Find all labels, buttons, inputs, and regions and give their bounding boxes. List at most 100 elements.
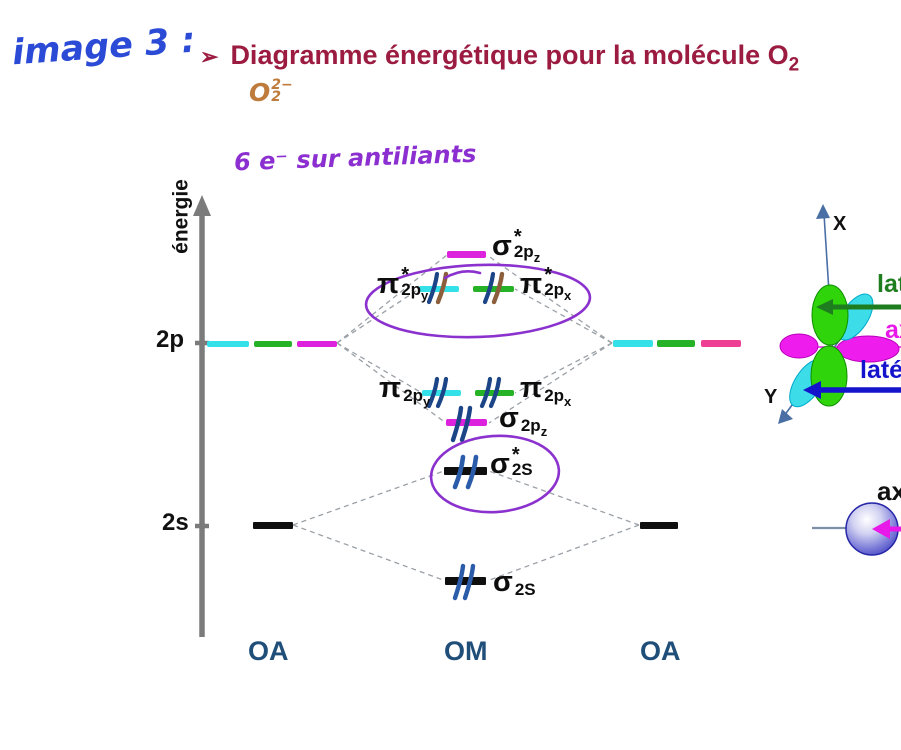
mo-subscript: 2S xyxy=(514,580,536,599)
correlation-line xyxy=(488,470,640,526)
electron-slash xyxy=(465,454,479,490)
correlation-line xyxy=(336,342,423,394)
mo-symbol: π xyxy=(379,372,402,404)
correlation-line xyxy=(336,342,447,424)
mo-subscript-group: 2py xyxy=(403,386,430,408)
correlation-line xyxy=(336,288,420,344)
mo-subscript: 2p xyxy=(544,280,565,299)
magenta-arrowhead xyxy=(872,519,890,539)
ao-2s-left-bar xyxy=(253,522,293,529)
antibonding-star: * xyxy=(544,264,552,286)
label-axial-sphere: ax xyxy=(877,476,901,506)
electron-slash xyxy=(435,376,449,409)
slide-title: ➢ Diagramme énergétique pour la molécule … xyxy=(200,40,800,76)
circle-overlap-stroke xyxy=(443,270,482,280)
label-axial: ax xyxy=(885,316,901,344)
column-label-om: OM xyxy=(444,636,488,666)
mo-sigma-2s-bar xyxy=(445,577,486,585)
mo-axis-subscript: x xyxy=(564,394,572,409)
antibonding-star: * xyxy=(513,226,522,248)
px-orbital-lobe xyxy=(810,345,848,407)
mo-label-pi-star-2py: π * 2py xyxy=(377,264,428,303)
mo-subscript: 2p xyxy=(520,416,541,435)
x-axis-arrowhead xyxy=(816,204,830,219)
mo-label-sigma-star-2pz: σ * 2pz xyxy=(492,226,540,265)
mo-subscript-group: 2S xyxy=(515,581,536,598)
mo-sup-sub: * 2S xyxy=(511,445,533,479)
circle-around-pi-star xyxy=(364,263,592,339)
electron-slash xyxy=(479,376,493,409)
electron-slash xyxy=(482,271,496,305)
mo-label-sigma-2s: σ 2S xyxy=(493,566,536,599)
antibonding-star: * xyxy=(401,264,409,286)
correlation-line xyxy=(292,470,445,526)
column-label-oa-right: OA xyxy=(640,636,681,666)
ao-2p-left-cyan-bar xyxy=(207,341,249,347)
mo-sup-sub: * 2py xyxy=(401,264,428,303)
electron-slash xyxy=(452,454,466,490)
handwritten-ion-formula: O 2− 2 xyxy=(249,77,293,107)
mo-subscript: 2p xyxy=(403,386,424,405)
mo-label-pi-2px: π 2px xyxy=(520,372,571,409)
mo-symbol: σ xyxy=(493,566,513,598)
mo-label-pi-star-2px: π * 2px xyxy=(520,264,571,303)
mo-label-sigma-star-2s: σ * 2S xyxy=(490,445,533,480)
title-text: Diagramme énergétique pour la molécule O xyxy=(230,40,789,70)
electron-slash xyxy=(491,271,505,305)
ion-subscript: 2 xyxy=(271,89,282,105)
column-label-oa-left: OA xyxy=(248,636,289,666)
ao-2p-left-green-bar xyxy=(254,341,292,347)
s-orbital-figure xyxy=(812,502,901,556)
px-orbital-lobe xyxy=(811,284,849,346)
mo-sup-sub: * 2pz xyxy=(513,226,540,265)
ion-sub-sup: 2− 2 xyxy=(271,77,293,105)
pz-orbital-lobe xyxy=(779,333,819,359)
electron-slash xyxy=(462,563,476,601)
ao-2p-left-magenta-bar xyxy=(297,341,337,347)
correlation-line xyxy=(488,342,613,424)
mo-symbol: π xyxy=(520,372,543,404)
ion-superscript: 2− xyxy=(271,77,293,93)
ao-2p-right-green-bar xyxy=(657,340,695,347)
mo-label-sigma-2pz: σ 2pz xyxy=(499,402,547,439)
mo-axis-subscript: y xyxy=(421,288,429,303)
mo-symbol: σ xyxy=(490,448,510,480)
mo-subscript: 2S xyxy=(511,460,533,479)
mo-subscript: 2p xyxy=(544,386,565,405)
mo-subscript-group: 2pz xyxy=(520,416,547,438)
label-2s: 2s xyxy=(162,509,189,536)
correlation-line xyxy=(514,342,613,394)
handwritten-circles xyxy=(364,263,592,514)
mo-symbol: σ xyxy=(499,402,519,434)
ao-2s-right-bar xyxy=(640,522,678,529)
mo-label-pi-2py: π 2py xyxy=(379,372,430,409)
mo-subscript: 2p xyxy=(401,280,422,299)
p-orbital-figure xyxy=(778,204,901,424)
electron-slash xyxy=(452,563,466,601)
electron-strokes xyxy=(426,271,505,601)
mo-axis-subscript: z xyxy=(533,250,541,265)
y-axis-arrowhead xyxy=(778,409,793,424)
mo-symbol: π xyxy=(377,268,400,300)
ion-base: O xyxy=(249,78,271,107)
mo-axis-subscript: x xyxy=(564,288,572,303)
electron-slash xyxy=(426,376,440,409)
mo-sup-sub: * 2px xyxy=(544,264,571,303)
electron-slash xyxy=(450,405,464,443)
electron-slash xyxy=(459,405,473,443)
mo-pi-star-2py-bar xyxy=(419,286,459,292)
arrow-bullet-icon: ➢ xyxy=(200,44,219,69)
ao-2p-right-pink-bar xyxy=(701,340,741,347)
mo-sigma-star-2pz-bar xyxy=(447,251,486,258)
label-lateral-bottom: laté xyxy=(860,356,901,384)
green-arrowhead xyxy=(816,299,833,315)
mo-pi-star-2px-bar xyxy=(473,286,514,292)
x-axis-label: X xyxy=(833,213,847,235)
label-lateral-top: lat xyxy=(877,270,901,298)
mo-subscript-group: 2px xyxy=(544,386,571,408)
ao-2p-right-cyan-bar xyxy=(613,340,653,347)
electron-slash xyxy=(435,271,449,305)
mo-symbol: π xyxy=(520,268,543,300)
title-subscript: 2 xyxy=(788,54,800,76)
